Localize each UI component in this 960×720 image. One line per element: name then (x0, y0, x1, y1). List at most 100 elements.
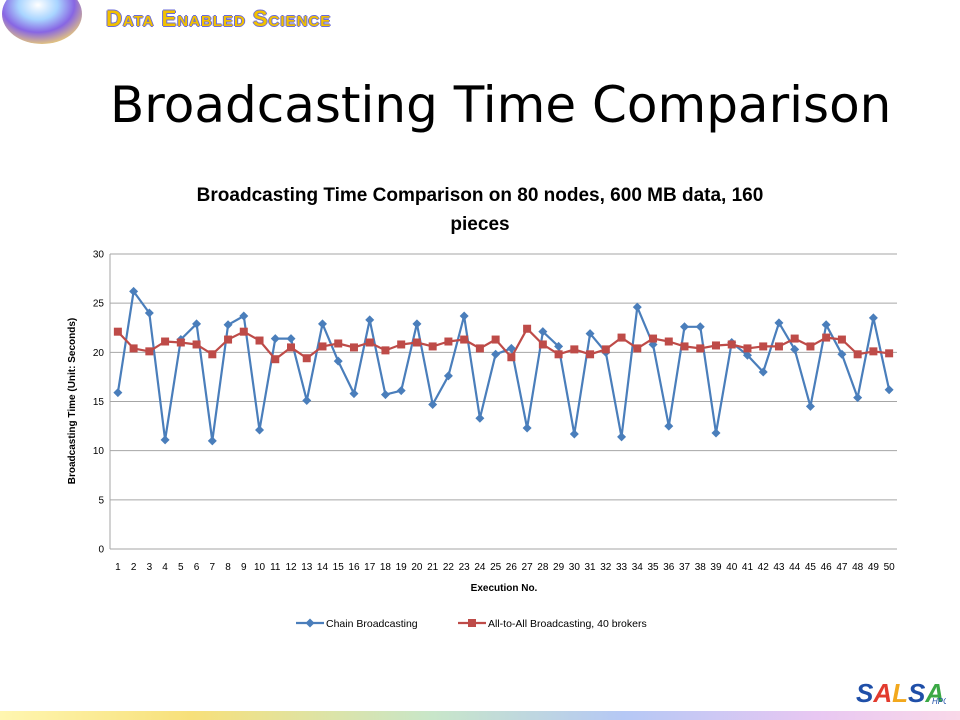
x-tick-label: 29 (553, 562, 565, 573)
x-tick-label: 3 (147, 562, 153, 573)
svg-text:SALSA: SALSA (856, 678, 944, 708)
series-2-point (586, 350, 595, 359)
series-1-point (711, 428, 721, 438)
series-2-point (774, 342, 783, 351)
series-1-point (129, 286, 139, 296)
series-2-point (491, 335, 500, 344)
series-1-point (223, 320, 233, 330)
x-tick-label: 47 (836, 562, 848, 573)
series-2-point (349, 343, 358, 352)
series-line-2 (117, 327, 890, 361)
series-2-point (507, 353, 516, 362)
x-tick-label: 23 (459, 562, 471, 573)
legend-marker-square (468, 619, 476, 627)
x-tick-label: 41 (742, 562, 754, 573)
series-2-point (192, 340, 201, 349)
legend-marker-diamond (305, 618, 315, 628)
series-2-point (523, 324, 532, 333)
series-2-point (460, 335, 469, 344)
series-1-point (428, 399, 438, 409)
y-axis-ticks: 0 5 10 15 20 25 30 (93, 250, 105, 556)
chart-title-line-2: pieces (450, 214, 509, 235)
x-tick-label: 8 (225, 562, 231, 573)
series-1-point (302, 396, 312, 406)
x-tick-label: 27 (522, 562, 534, 573)
x-tick-label: 14 (317, 562, 329, 573)
series-1-point (774, 318, 784, 328)
x-tick-label: 24 (474, 562, 486, 573)
x-tick-label: 21 (427, 562, 439, 573)
series-2-point (302, 354, 311, 363)
series-2-point (633, 344, 642, 353)
series-1-point (569, 429, 579, 439)
series-1-point (664, 421, 674, 431)
x-tick-label: 15 (333, 562, 345, 573)
series-2-point (208, 350, 217, 359)
x-tick-label: 33 (616, 562, 628, 573)
series-2-point (397, 340, 406, 349)
series-2-point (239, 327, 248, 336)
x-tick-label: 17 (364, 562, 376, 573)
series-2-point (271, 355, 280, 364)
chart-title-line-1: Broadcasting Time Comparison on 80 nodes… (197, 185, 764, 206)
y-tick-label: 5 (98, 495, 104, 506)
series-1-point (443, 371, 453, 381)
x-tick-label: 13 (301, 562, 313, 573)
series-2-point (538, 340, 547, 349)
data-series (113, 286, 894, 446)
x-tick-label: 43 (773, 562, 785, 573)
x-tick-label: 22 (443, 562, 455, 573)
x-tick-label: 49 (868, 562, 880, 573)
series-line-1 (116, 290, 891, 442)
series-2-point (554, 350, 563, 359)
slide-title: Broadcasting Time Comparison (110, 76, 892, 134)
legend: Chain Broadcasting All-to-All Broadcastin… (296, 618, 647, 630)
x-tick-label: 32 (600, 562, 612, 573)
x-tick-label: 11 (270, 562, 281, 573)
x-tick-label: 44 (789, 562, 801, 573)
series-1-point (380, 390, 390, 400)
series-2-point (334, 339, 343, 348)
series-1-point (522, 423, 532, 433)
series-1-point (144, 308, 154, 318)
series-2-point (664, 337, 673, 346)
x-tick-label: 31 (585, 562, 597, 573)
y-tick-label: 10 (93, 446, 105, 457)
series-2-point (869, 347, 878, 356)
y-tick-label: 0 (98, 545, 104, 556)
x-tick-label: 6 (194, 562, 200, 573)
series-2-point (837, 335, 846, 344)
x-tick-label: 12 (285, 562, 297, 573)
series-2-point (318, 342, 327, 351)
series-2-point (287, 343, 296, 352)
x-tick-label: 48 (852, 562, 864, 573)
series-1-point (317, 319, 327, 329)
y-tick-label: 25 (93, 299, 105, 310)
x-tick-label: 46 (821, 562, 833, 573)
x-tick-label: 35 (647, 562, 659, 573)
y-tick-label: 30 (93, 250, 105, 261)
series-2-point (444, 337, 453, 346)
x-tick-label: 7 (210, 562, 216, 573)
series-2-point (696, 344, 705, 353)
y-tick-label: 15 (93, 397, 105, 408)
series-2-point (853, 350, 862, 359)
series-1-point (853, 393, 863, 403)
brand-title: Data Enabled Science (106, 6, 332, 31)
x-tick-label: 30 (569, 562, 581, 573)
x-tick-label: 36 (663, 562, 675, 573)
series-1-point (255, 425, 265, 435)
series-2-point (570, 345, 579, 354)
series-2-point (161, 337, 170, 346)
x-tick-label: 37 (679, 562, 691, 573)
series-1-point (412, 319, 422, 329)
series-1-point (365, 315, 375, 325)
series-1-point (113, 388, 123, 398)
series-1-point (695, 322, 705, 332)
gridlines (109, 253, 897, 550)
series-2-point (601, 345, 610, 354)
series-2-point (255, 336, 264, 345)
x-tick-label: 18 (380, 562, 392, 573)
y-tick-label: 20 (93, 348, 105, 359)
